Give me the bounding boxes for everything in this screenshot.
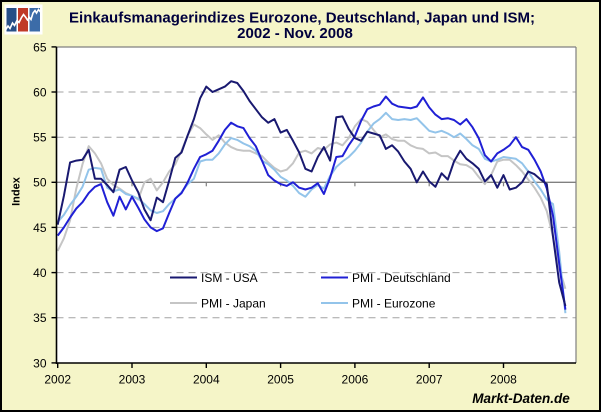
svg-text:2007: 2007 [416, 373, 443, 387]
svg-text:2006: 2006 [342, 373, 369, 387]
svg-text:30: 30 [33, 356, 47, 370]
svg-text:PMI - Deutschland: PMI - Deutschland [352, 271, 451, 285]
svg-text:ISM - USA: ISM - USA [201, 271, 258, 285]
svg-text:65: 65 [33, 40, 47, 54]
svg-text:2005: 2005 [267, 373, 294, 387]
svg-text:2002 - Nov. 2008: 2002 - Nov. 2008 [237, 25, 353, 42]
svg-text:Markt-Daten.de: Markt-Daten.de [472, 391, 570, 406]
svg-text:2002: 2002 [44, 373, 71, 387]
svg-text:Einkaufsmanagerindizes Eurozon: Einkaufsmanagerindizes Eurozone, Deutsch… [69, 9, 535, 26]
svg-text:2003: 2003 [119, 373, 146, 387]
svg-text:35: 35 [33, 311, 47, 325]
svg-text:Index: Index [11, 176, 23, 206]
svg-text:45: 45 [33, 221, 47, 235]
svg-text:60: 60 [33, 85, 47, 99]
svg-text:2008: 2008 [490, 373, 517, 387]
svg-text:50: 50 [33, 176, 47, 190]
svg-text:55: 55 [33, 131, 47, 145]
svg-text:2004: 2004 [193, 373, 220, 387]
svg-text:PMI - Eurozone: PMI - Eurozone [352, 296, 436, 310]
svg-text:40: 40 [33, 266, 47, 280]
svg-text:PMI - Japan: PMI - Japan [201, 296, 266, 310]
